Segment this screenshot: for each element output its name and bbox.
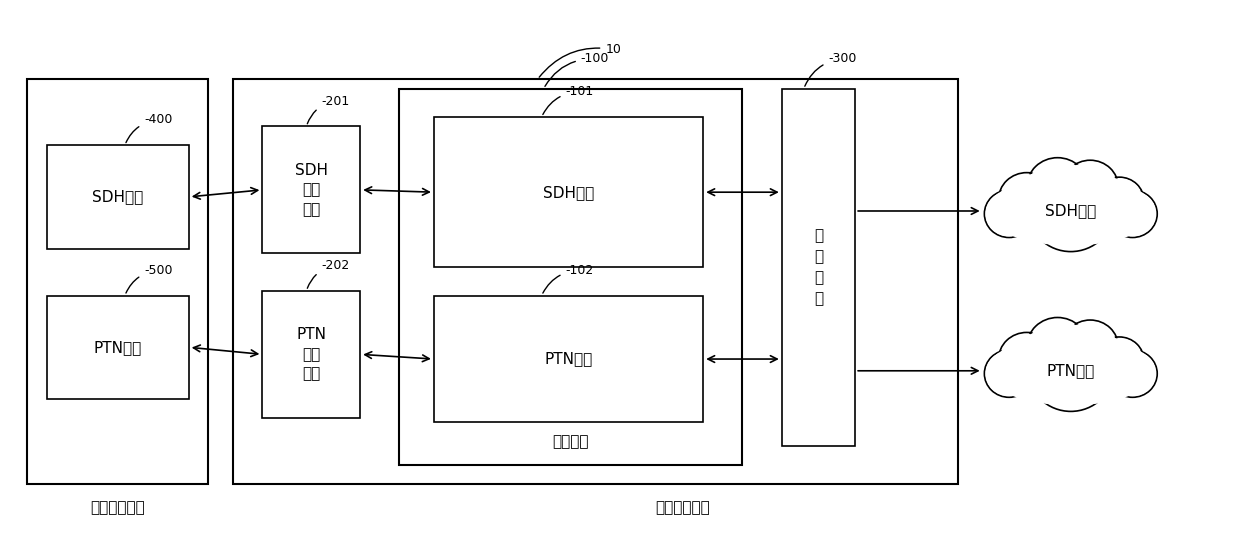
Text: PTN内核: PTN内核 — [544, 352, 593, 366]
Text: -100: -100 — [544, 53, 609, 86]
Circle shape — [1028, 170, 1114, 252]
Circle shape — [1001, 335, 1053, 385]
Ellipse shape — [973, 168, 1168, 253]
Circle shape — [1027, 317, 1089, 377]
Text: -101: -101 — [543, 85, 594, 114]
Bar — [781, 89, 856, 446]
Text: -201: -201 — [308, 95, 350, 124]
Text: SDH内核: SDH内核 — [543, 185, 594, 200]
Ellipse shape — [987, 337, 1154, 405]
Text: SDH业务: SDH业务 — [92, 189, 144, 205]
Text: -300: -300 — [805, 53, 857, 86]
Circle shape — [1029, 320, 1086, 374]
Circle shape — [1107, 350, 1157, 397]
Text: -400: -400 — [126, 113, 172, 143]
Bar — [434, 117, 703, 267]
Text: -202: -202 — [308, 259, 350, 288]
Circle shape — [1110, 192, 1156, 236]
Text: SDH网络: SDH网络 — [1045, 203, 1096, 218]
Text: SDH
业务
接口: SDH 业务 接口 — [295, 162, 327, 217]
Circle shape — [1032, 334, 1110, 408]
Circle shape — [1032, 173, 1110, 248]
Circle shape — [1061, 320, 1118, 374]
Text: 核心设备: 核心设备 — [553, 434, 589, 449]
Ellipse shape — [987, 177, 1154, 245]
Circle shape — [1095, 177, 1145, 224]
Circle shape — [1029, 160, 1086, 214]
Circle shape — [1028, 330, 1114, 411]
Text: -500: -500 — [126, 264, 172, 293]
Circle shape — [985, 190, 1034, 237]
Circle shape — [1096, 179, 1142, 223]
Circle shape — [1064, 162, 1116, 212]
Bar — [263, 126, 361, 253]
Circle shape — [998, 333, 1055, 387]
Circle shape — [1064, 322, 1116, 372]
Bar — [399, 89, 743, 465]
Text: 电力传输设备: 电力传输设备 — [655, 501, 709, 515]
Text: -102: -102 — [543, 264, 594, 293]
Text: 电网业务系统: 电网业务系统 — [91, 501, 145, 515]
Text: PTN网络: PTN网络 — [1047, 363, 1095, 379]
Bar — [233, 79, 959, 484]
Circle shape — [1110, 352, 1156, 395]
Bar — [263, 291, 361, 418]
Circle shape — [1095, 337, 1145, 385]
Circle shape — [1096, 339, 1142, 382]
Circle shape — [986, 192, 1032, 236]
Text: 网
络
接
口: 网 络 接 口 — [813, 229, 823, 306]
Text: 10: 10 — [539, 43, 621, 77]
Circle shape — [1107, 190, 1157, 237]
Circle shape — [1027, 158, 1089, 217]
Circle shape — [986, 352, 1032, 395]
Bar — [434, 295, 703, 422]
Text: PTN业务: PTN业务 — [94, 340, 141, 355]
Circle shape — [1001, 175, 1053, 225]
Bar — [27, 79, 208, 484]
Ellipse shape — [973, 329, 1168, 413]
Circle shape — [985, 350, 1034, 397]
Bar — [47, 295, 188, 399]
Circle shape — [998, 173, 1055, 227]
Bar — [47, 145, 188, 248]
Text: PTN
业务
接口: PTN 业务 接口 — [296, 327, 326, 382]
Circle shape — [1061, 160, 1118, 214]
